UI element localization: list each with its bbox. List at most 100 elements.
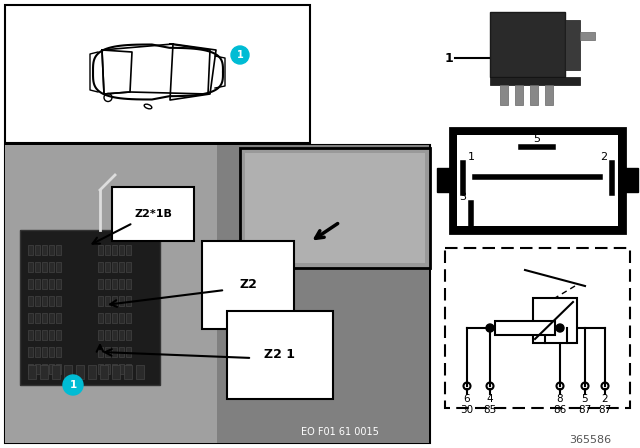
Bar: [56, 364, 61, 374]
Text: 4: 4: [486, 394, 493, 404]
Bar: [49, 347, 54, 357]
Bar: [217, 145, 429, 443]
Bar: [490, 77, 580, 85]
Bar: [112, 313, 117, 323]
Text: 6: 6: [464, 394, 470, 404]
Bar: [112, 279, 117, 289]
Bar: [98, 364, 103, 374]
Bar: [105, 296, 110, 306]
Bar: [445, 248, 630, 408]
Bar: [119, 296, 124, 306]
Bar: [35, 296, 40, 306]
Text: Z2 1: Z2 1: [264, 349, 296, 362]
Bar: [105, 330, 110, 340]
Bar: [119, 245, 124, 255]
Text: 1: 1: [467, 152, 474, 162]
Bar: [35, 330, 40, 340]
Text: 2: 2: [600, 152, 607, 162]
Bar: [119, 347, 124, 357]
Bar: [119, 262, 124, 272]
Bar: [98, 279, 103, 289]
Bar: [112, 245, 117, 255]
Bar: [42, 262, 47, 272]
Text: 2: 2: [602, 394, 608, 404]
Bar: [105, 279, 110, 289]
Text: 1: 1: [444, 52, 453, 65]
Text: 30: 30: [460, 405, 474, 415]
Circle shape: [556, 324, 564, 332]
Bar: [49, 262, 54, 272]
Bar: [56, 262, 61, 272]
Bar: [490, 12, 565, 77]
Bar: [533, 298, 577, 343]
Circle shape: [486, 324, 494, 332]
Bar: [119, 330, 124, 340]
Bar: [42, 313, 47, 323]
Bar: [112, 364, 117, 374]
Text: 5: 5: [582, 394, 588, 404]
Bar: [457, 135, 618, 226]
Bar: [42, 245, 47, 255]
Bar: [112, 347, 117, 357]
Bar: [119, 313, 124, 323]
Bar: [450, 128, 625, 233]
Text: EO F01 61 0015: EO F01 61 0015: [301, 427, 379, 437]
Bar: [28, 245, 33, 255]
Bar: [28, 364, 33, 374]
Bar: [545, 85, 553, 105]
Bar: [112, 365, 120, 379]
Bar: [28, 347, 33, 357]
Text: 1: 1: [237, 50, 243, 60]
Bar: [49, 279, 54, 289]
Bar: [240, 148, 430, 268]
Bar: [35, 313, 40, 323]
Bar: [437, 168, 451, 192]
Bar: [105, 313, 110, 323]
Bar: [126, 279, 131, 289]
Bar: [495, 321, 555, 335]
Bar: [126, 262, 131, 272]
Bar: [100, 365, 108, 379]
Bar: [126, 296, 131, 306]
Bar: [28, 365, 36, 379]
Bar: [56, 296, 61, 306]
Bar: [126, 347, 131, 357]
Bar: [49, 245, 54, 255]
Bar: [530, 85, 538, 105]
Bar: [28, 262, 33, 272]
Bar: [500, 85, 508, 105]
Bar: [76, 365, 84, 379]
Bar: [35, 347, 40, 357]
Bar: [28, 313, 33, 323]
Bar: [49, 330, 54, 340]
Bar: [245, 153, 425, 263]
Text: 3: 3: [460, 192, 467, 202]
Bar: [565, 20, 580, 70]
Bar: [624, 168, 638, 192]
Bar: [105, 364, 110, 374]
Bar: [98, 245, 103, 255]
Bar: [105, 347, 110, 357]
Bar: [105, 262, 110, 272]
Bar: [49, 313, 54, 323]
Bar: [136, 365, 144, 379]
Bar: [126, 364, 131, 374]
Bar: [28, 296, 33, 306]
Bar: [98, 262, 103, 272]
Text: 87: 87: [579, 405, 591, 415]
Bar: [119, 364, 124, 374]
Bar: [28, 279, 33, 289]
Bar: [5, 145, 430, 443]
Bar: [88, 365, 96, 379]
Bar: [35, 262, 40, 272]
Bar: [98, 330, 103, 340]
Bar: [56, 330, 61, 340]
Bar: [35, 279, 40, 289]
Text: 86: 86: [554, 405, 566, 415]
Bar: [5, 145, 217, 443]
Bar: [49, 364, 54, 374]
Bar: [42, 347, 47, 357]
Bar: [42, 279, 47, 289]
Text: 1: 1: [69, 380, 77, 390]
Bar: [98, 296, 103, 306]
